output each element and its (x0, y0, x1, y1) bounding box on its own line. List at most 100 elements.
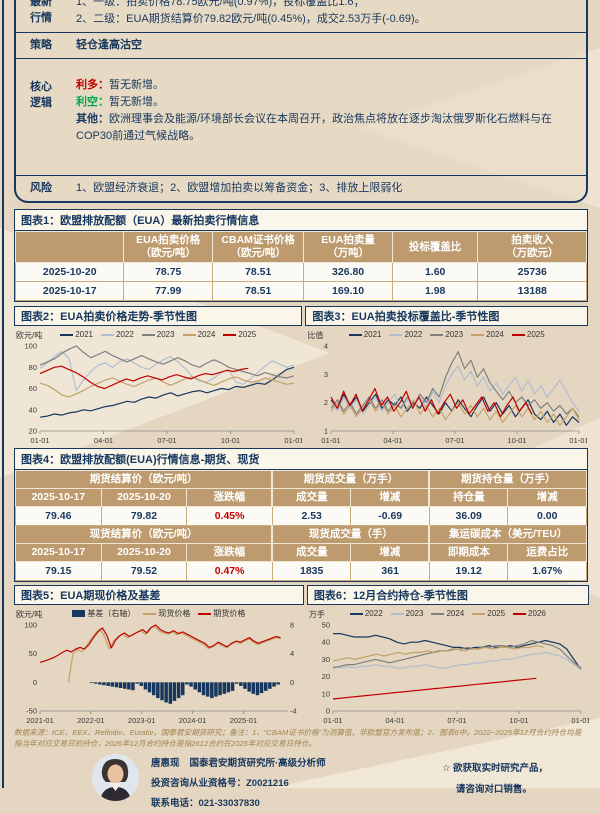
svg-text:2023-01: 2023-01 (128, 716, 156, 724)
svg-text:20: 20 (322, 672, 330, 681)
legend-item: 2022 (389, 330, 422, 339)
analyst-title: 国泰君安期货研究所·高级分析师 (189, 758, 326, 769)
futures-spot-table: 期货结算价（欧元/吨） 期货成交量（万手） 期货持仓量（万手） 2025-10-… (15, 470, 588, 581)
cell-cbam-price: 78.51 (211, 262, 305, 282)
legend-item: 2023 (141, 330, 175, 339)
chart3-plot: 01-01 04-01 07-01 10-01 01-01 4 3 2 1 (305, 341, 589, 446)
chart-svg: 01-01 04-01 07-01 10-01 01-01 50 40 30 20 10 0 (322, 621, 591, 726)
svg-text:07-01: 07-01 (157, 436, 176, 444)
svg-text:2025-01: 2025-01 (230, 716, 258, 724)
bear-label: 利空： (76, 96, 109, 108)
svg-text:50: 50 (29, 649, 37, 658)
spot-group-header: 现货结算价（欧元/吨） 现货成交量（手） 集运碳成本（美元/TEU） (15, 525, 588, 544)
table-row: 2025-10-17 77.99 78.51 169.10 1.98 13188 (14, 281, 587, 301)
chart-svg: 01-01 04-01 07-01 10-01 01-01 100 80 60 40 20 (24, 342, 303, 446)
svg-text:100: 100 (24, 342, 37, 351)
sales-note: ☆ 欲获取实时研究产品， 请咨询对口销售。 (442, 754, 548, 800)
header-empty (14, 231, 125, 263)
cell-fut-oi-change: 0.00 (507, 506, 587, 526)
subheader-volume: 成交量 (271, 543, 352, 562)
chart-svg: 01-01 04-01 07-01 10-01 01-01 4 3 2 1 (322, 342, 589, 446)
spot-data-row: 79.15 79.52 0.47% 1835 361 19.12 1.67% (15, 561, 587, 581)
subheader-date1: 2025-10-17 (15, 543, 102, 562)
bull-line: 利多：暂无新增。 (76, 77, 574, 94)
cell-spot-volume-change: 361 (350, 561, 430, 581)
group-futures-oi: 期货持仓量（万手） (428, 470, 588, 489)
table-row: 2025-10-20 78.75 78.51 326.80 1.60 25736 (14, 262, 587, 282)
other-text: 欧洲理事会及能源/环境部长会议在本周召开，政治焦点将放在逐步淘汰俄罗斯化石燃料与… (76, 113, 553, 142)
strategy-text: 轻仓逢高沽空 (76, 39, 142, 51)
legend-label: 2024 (446, 609, 465, 618)
analyst-info: 唐惠现 国泰君安期货研究所·高级分析师 投资咨询从业资格号：Z0021216 联系… (151, 754, 326, 814)
legend-item: 基差（右轴） (72, 608, 135, 619)
auction-table-header: EUA拍卖价格 （欧元/吨） CBAM证书价格 （欧元/吨） EUA拍卖量 （万吨） … (14, 231, 587, 263)
star-icon: ☆ (441, 763, 451, 774)
svg-text:2021-01: 2021-01 (26, 716, 54, 724)
legend-swatch (348, 333, 362, 336)
svg-text:60: 60 (29, 384, 37, 393)
svg-text:07-01: 07-01 (447, 716, 466, 724)
analyst-cert: 投资咨询从业资格号：Z0021216 (151, 778, 289, 789)
chart5-title: 图表5：EUA期现价格及基差 (14, 585, 304, 605)
subheader-date2: 2025-10-20 (100, 488, 188, 507)
legend-item: 2024 (471, 330, 504, 339)
svg-text:0: 0 (290, 678, 294, 687)
svg-text:100: 100 (24, 621, 37, 630)
svg-text:10: 10 (322, 689, 330, 698)
legend-swatch (431, 612, 445, 615)
chart5-unit-label: 欧元/吨 (16, 610, 43, 619)
legend-label: 2023 (405, 609, 424, 618)
chart6-unit-label: 万手 (308, 610, 325, 619)
cell-volume: 326.80 (303, 262, 393, 282)
sales-note-text2: 请咨询对口销售。 (455, 784, 532, 795)
svg-text:01-01: 01-01 (322, 436, 341, 444)
cell-fut-volume-change: -0.69 (350, 506, 430, 526)
analyst-name: 唐惠现 (151, 758, 180, 769)
risk-label: 风险 (30, 182, 52, 194)
cell-eua-price: 77.99 (123, 281, 213, 301)
chart3-legend: 2021 2022 2023 2024 2025 (305, 328, 588, 341)
legend-item: 2021 (348, 330, 381, 339)
cell-spot-cost: 19.12 (428, 561, 509, 581)
legend-label: 2024 (197, 330, 216, 339)
legend-swatch (389, 333, 403, 336)
subheader-change: 涨跌幅 (186, 543, 273, 562)
subheader-date1: 2025-10-17 (15, 488, 102, 507)
cell-fut-change: 0.45% (186, 506, 273, 526)
legend-swatch (60, 333, 74, 336)
svg-text:3: 3 (324, 370, 328, 379)
cell-date: 2025-10-20 (14, 262, 125, 282)
avatar-photo (92, 754, 139, 801)
sales-note-text1: 欲获取实时研究产品， (452, 763, 548, 774)
other-label: 其他： (76, 113, 109, 125)
market-content: 1、一级：拍卖价格78.75欧元/吨(0.97%)，投标覆盖比1.6； 2、二级… (76, 0, 574, 28)
strategy-row: 策略 轻仓逢高沽空 (16, 32, 586, 58)
subheader-change: 涨跌幅 (186, 488, 273, 507)
legend-item: 现货价格 (143, 608, 190, 619)
legend-label: 基差（右轴） (87, 609, 136, 618)
subheader-date2: 2025-10-20 (100, 543, 188, 562)
legend-label: 现货价格 (158, 609, 191, 618)
cell-spot-settle2: 79.52 (100, 561, 188, 581)
strategy-label: 策略 (30, 39, 52, 51)
svg-text:10-01: 10-01 (508, 436, 527, 444)
market-label-line2: 行情 (30, 12, 52, 24)
legend-swatch (472, 612, 486, 615)
briefing-box: 最新 行情 1、一级：拍卖价格78.75欧元/吨(0.97%)，投标覆盖比1.6… (14, 0, 588, 203)
svg-text:-50: -50 (26, 707, 37, 716)
svg-text:01-01: 01-01 (30, 436, 49, 444)
legend-swatch (471, 333, 485, 336)
data-source-footnote: 数据来源：ICE、EEX、Refinitiv、Eurativ，国泰君安期货研究；… (14, 728, 582, 748)
subheader-oi-change: 增减 (507, 488, 587, 507)
spot-subheader: 2025-10-17 2025-10-20 涨跌幅 成交量 增减 即期成本 运费… (15, 543, 587, 562)
bull-text: 暂无新增。 (109, 79, 164, 91)
legend-item: 2024 (431, 609, 464, 618)
cell-fut-settle1: 79.46 (15, 506, 102, 526)
legend-label: 2023 (445, 330, 464, 339)
chart3-title: 图表3：EUA拍卖投标覆盖比-季节性图 (305, 306, 588, 326)
svg-text:04-01: 04-01 (385, 716, 404, 724)
svg-text:30: 30 (322, 655, 330, 664)
legend-label: 2025 (238, 330, 257, 339)
legend-item: 2025 (223, 330, 256, 339)
analyst-avatar (92, 754, 139, 801)
